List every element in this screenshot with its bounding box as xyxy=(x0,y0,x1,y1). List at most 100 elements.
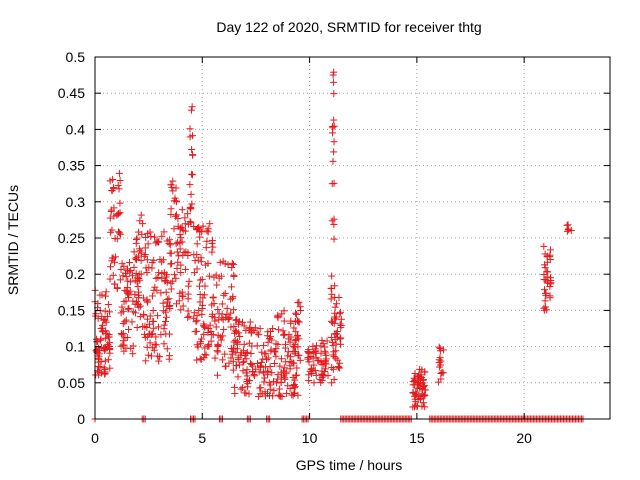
y-tick-label: 0.35 xyxy=(58,158,85,174)
data-point xyxy=(312,354,320,362)
data-point xyxy=(231,383,239,391)
data-point xyxy=(158,274,166,282)
data-point xyxy=(195,306,203,314)
data-point xyxy=(166,241,174,249)
data-point xyxy=(262,355,270,363)
data-point xyxy=(150,286,158,294)
data-point xyxy=(142,357,150,365)
data-point xyxy=(130,263,138,271)
data-point xyxy=(193,251,201,259)
data-point xyxy=(332,315,340,323)
data-point xyxy=(154,323,162,331)
y-tick-label: 0.3 xyxy=(66,194,86,210)
y-axis-label: SRMTID / TECUs xyxy=(5,185,21,295)
data-point xyxy=(327,285,335,293)
data-point xyxy=(157,289,165,297)
data-point xyxy=(109,271,117,279)
data-point xyxy=(221,350,229,358)
data-point xyxy=(272,352,280,360)
data-point xyxy=(305,349,313,357)
data-point xyxy=(292,310,300,318)
data-point xyxy=(296,356,304,364)
data-point xyxy=(160,340,168,348)
data-point xyxy=(255,393,263,401)
data-point xyxy=(201,344,209,352)
data-point xyxy=(202,244,210,252)
data-point xyxy=(213,347,221,355)
data-point xyxy=(167,181,175,189)
data-point xyxy=(97,358,105,366)
data-point xyxy=(312,349,320,357)
data-point xyxy=(230,306,238,314)
data-point xyxy=(242,326,250,334)
data-point xyxy=(151,233,159,241)
data-point xyxy=(116,229,124,237)
data-point xyxy=(223,311,231,319)
data-point xyxy=(330,215,338,223)
data-point xyxy=(211,314,219,322)
data-point xyxy=(212,271,220,279)
data-point xyxy=(311,367,319,375)
data-point xyxy=(184,290,192,298)
data-point xyxy=(186,218,194,226)
y-tick-label: 0.05 xyxy=(58,375,85,391)
data-point xyxy=(274,326,282,334)
data-point xyxy=(336,310,344,318)
data-point xyxy=(167,260,175,268)
data-point xyxy=(199,222,207,230)
data-point xyxy=(116,276,124,284)
data-point xyxy=(283,389,291,397)
data-point xyxy=(282,358,290,366)
data-point xyxy=(337,340,345,348)
data-point xyxy=(235,354,243,362)
data-point xyxy=(179,302,187,310)
data-point xyxy=(147,352,155,360)
data-point xyxy=(337,334,345,342)
data-point xyxy=(291,349,299,357)
data-point xyxy=(162,308,170,316)
data-point xyxy=(134,300,142,308)
data-point xyxy=(332,347,340,355)
data-point xyxy=(265,379,273,387)
data-point xyxy=(160,321,168,329)
data-point xyxy=(242,350,250,358)
data-point xyxy=(167,249,175,257)
data-point xyxy=(109,175,117,183)
data-point xyxy=(132,253,140,261)
data-point xyxy=(116,177,124,185)
data-point xyxy=(257,363,265,371)
data-point xyxy=(201,351,209,359)
data-point xyxy=(154,312,162,320)
data-point xyxy=(117,309,125,317)
data-point xyxy=(328,272,336,280)
data-point xyxy=(258,358,266,366)
data-point xyxy=(330,148,338,156)
data-point xyxy=(148,292,156,300)
data-point xyxy=(234,320,242,328)
data-point xyxy=(253,360,261,368)
data-point xyxy=(417,395,425,403)
data-point xyxy=(329,78,337,86)
data-point xyxy=(210,300,218,308)
data-point xyxy=(157,331,165,339)
data-point xyxy=(232,362,240,370)
data-point xyxy=(332,330,340,338)
data-point xyxy=(274,340,282,348)
data-point xyxy=(186,181,194,189)
axis-ticks xyxy=(94,56,610,420)
data-point xyxy=(217,336,225,344)
data-point xyxy=(127,344,135,352)
data-point xyxy=(162,330,170,338)
data-point xyxy=(261,374,269,382)
data-point xyxy=(190,314,198,322)
data-point xyxy=(246,324,254,332)
data-point xyxy=(179,251,187,259)
data-point xyxy=(170,225,178,233)
data-point xyxy=(176,239,184,247)
data-point xyxy=(125,304,133,312)
data-point xyxy=(118,303,126,311)
data-point xyxy=(173,264,181,272)
data-point xyxy=(245,325,253,333)
data-point xyxy=(151,283,159,291)
data-point xyxy=(271,360,279,368)
